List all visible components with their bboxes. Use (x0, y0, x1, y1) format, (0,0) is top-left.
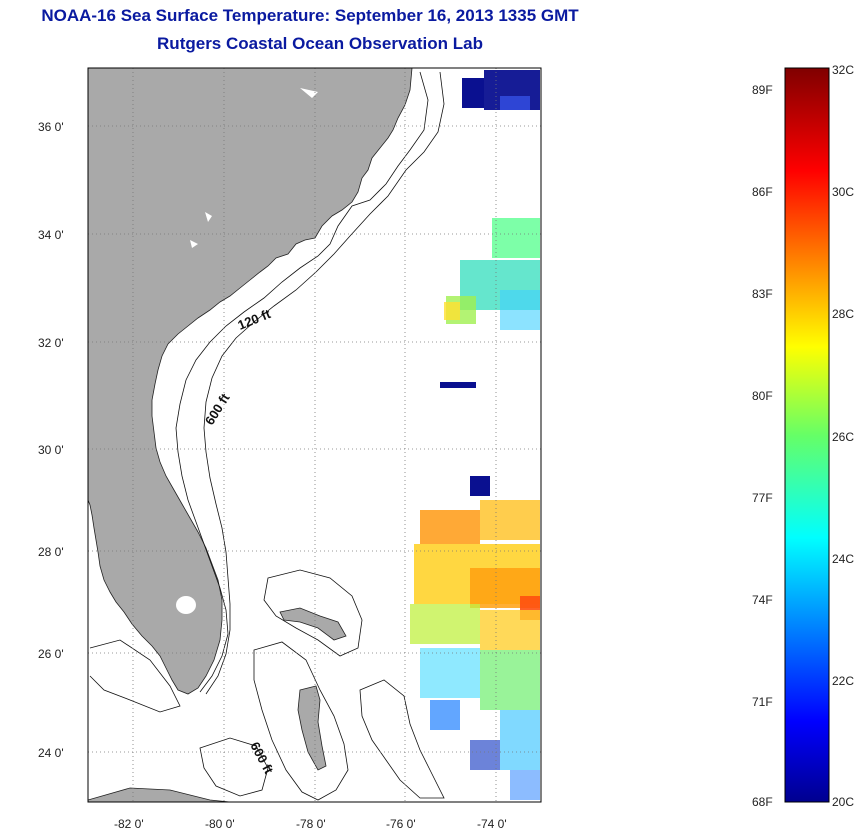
colorbar-f-labels: 89F 86F 83F 80F 77F 74F 71F 68F (752, 83, 773, 809)
lon-tick: -80 0' (205, 817, 235, 831)
colorbar-tick-c: 22C (832, 674, 854, 688)
colorbar-tick-c: 32C (832, 63, 854, 77)
colorbar-tick-c: 30C (832, 185, 854, 199)
bahamas-land (297, 685, 327, 771)
lake (176, 596, 196, 614)
colorbar-tick-c: 24C (832, 552, 854, 566)
longitude-labels: -82 0' -80 0' -78 0' -76 0' -74 0' (114, 817, 507, 831)
lat-tick: 24 0' (38, 746, 64, 760)
colorbar-c-labels: 32C 30C 28C 26C 24C 22C 20C (832, 63, 854, 809)
colorbar-tick-c: 20C (832, 795, 854, 809)
map-title: NOAA-16 Sea Surface Temperature: Septemb… (41, 6, 579, 25)
colorbar-tick-f: 77F (752, 491, 773, 505)
lon-tick: -78 0' (296, 817, 326, 831)
us-landmass (88, 68, 413, 695)
lat-tick: 26 0' (38, 647, 64, 661)
lon-tick: -82 0' (114, 817, 144, 831)
lat-tick: 32 0' (38, 336, 64, 350)
colorbar-tick-f: 83F (752, 287, 773, 301)
colorbar-tick-c: 26C (832, 430, 854, 444)
lat-tick: 30 0' (38, 443, 64, 457)
map-frame (87, 67, 542, 803)
lon-tick: -76 0' (386, 817, 416, 831)
colorbar-tick-f: 68F (752, 795, 773, 809)
colorbar-tick-f: 86F (752, 185, 773, 199)
colorbar-tick-c: 28C (832, 307, 854, 321)
lon-tick: -74 0' (477, 817, 507, 831)
sst-data (410, 70, 540, 800)
colorbar-tick-f: 89F (752, 83, 773, 97)
colorbar-tick-f: 71F (752, 695, 773, 709)
colorbar (784, 67, 830, 803)
latitude-labels: 24 0' 26 0' 28 0' 30 0' 32 0' 34 0' 36 0… (38, 120, 64, 760)
bathymetry-contours (89, 71, 445, 801)
map-subtitle: Rutgers Coastal Ocean Observation Lab (157, 34, 483, 53)
lat-tick: 28 0' (38, 545, 64, 559)
colorbar-tick-f: 74F (752, 593, 773, 607)
lat-tick: 34 0' (38, 228, 64, 242)
colorbar-tick-f: 80F (752, 389, 773, 403)
lat-tick: 36 0' (38, 120, 64, 134)
